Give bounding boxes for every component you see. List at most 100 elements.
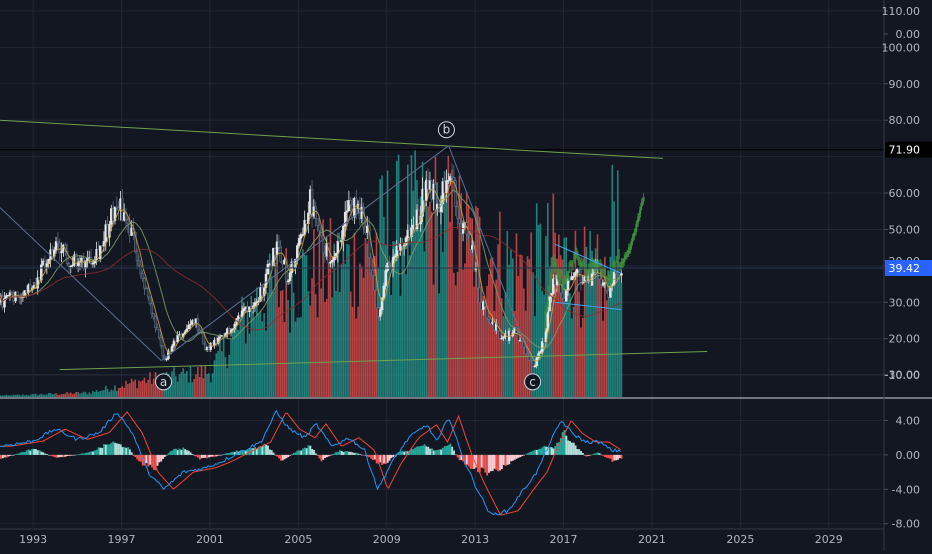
volume-bar: [176, 381, 179, 397]
volume-bar: [92, 391, 94, 397]
volume-bar: [607, 270, 610, 397]
macd-histogram-bar: [403, 451, 406, 455]
macd-histogram-bar: [320, 454, 323, 462]
macd-histogram-bar: [421, 445, 424, 455]
candle-body: [143, 278, 146, 289]
macd-histogram-bar: [453, 450, 455, 455]
macd-histogram-bar: [5, 454, 8, 458]
time-axis-label: 2025: [726, 533, 754, 546]
volume-bar: [403, 243, 405, 397]
projection-candle: [552, 254, 555, 266]
volume-bar: [462, 269, 464, 397]
candle-body: [157, 329, 161, 338]
macd-histogram-bar: [618, 454, 621, 459]
projection-candle: [596, 258, 598, 269]
candle-body: [91, 262, 95, 265]
price-axis-label: 50.00: [889, 223, 921, 236]
projection-candle: [561, 269, 563, 277]
macd-histogram-bar: [583, 454, 586, 456]
macd-histogram-bar: [255, 448, 258, 455]
macd-histogram-bar: [488, 454, 490, 473]
projection-candle: [576, 250, 579, 261]
projection-candle: [638, 216, 640, 218]
projection-candle: [578, 256, 581, 267]
macd-histogram-bar: [51, 454, 54, 457]
volume-bar: [171, 371, 173, 397]
macd-histogram-bar: [292, 452, 295, 455]
macd-histogram-bar: [93, 450, 96, 455]
macd-histogram-bar: [366, 454, 369, 457]
volume-bar: [576, 271, 579, 397]
projection-candle: [623, 257, 626, 263]
macd-histogram-bar: [451, 446, 454, 455]
candle-body: [316, 218, 319, 226]
macd-signal-line: [0, 411, 621, 516]
macd-histogram-bar: [265, 444, 268, 455]
macd-histogram-bar: [29, 450, 32, 455]
wave-label-a: a: [155, 373, 173, 391]
macd-histogram-bar: [346, 451, 349, 455]
macd-histogram-bar: [60, 454, 63, 457]
volume-bar: [366, 243, 369, 397]
macd-histogram-bar: [232, 451, 234, 455]
volume-bar: [453, 272, 455, 397]
projection-candle: [622, 262, 625, 265]
volume-bar: [193, 378, 195, 397]
macd-histogram-bar: [211, 454, 214, 457]
macd-histogram-bar: [116, 443, 118, 455]
candle-body: [113, 206, 117, 221]
volume-bar: [110, 389, 113, 397]
volume-bar: [44, 394, 46, 397]
macd-histogram-bar: [138, 454, 141, 462]
macd-histogram-bar: [569, 441, 571, 455]
macd-histogram-bar: [554, 445, 557, 455]
volume-bar: [213, 360, 216, 397]
candle-body: [6, 294, 10, 297]
volume-bar: [458, 175, 461, 397]
macd-histogram-bar: [600, 454, 603, 456]
macd-histogram-bar: [108, 444, 111, 455]
macd-histogram-bar: [454, 454, 457, 456]
volume-bar: [587, 270, 590, 397]
candle-body: [172, 340, 176, 347]
candle-body: [314, 206, 317, 219]
volume-bar: [482, 296, 485, 397]
volume-bar: [290, 271, 293, 397]
macd-histogram-bar: [127, 447, 129, 455]
volume-bar: [397, 154, 400, 397]
candle-body: [579, 269, 583, 283]
projection-candle: [546, 302, 549, 313]
volume-bar: [23, 395, 26, 397]
macd-histogram-bar: [134, 454, 137, 458]
macd-histogram-bar: [143, 454, 146, 466]
candle-body: [288, 272, 292, 282]
volume-bar: [314, 294, 317, 397]
time-axis-label: 1997: [108, 533, 136, 546]
macd-histogram-bar: [268, 449, 271, 455]
volume-bar: [475, 206, 477, 397]
volume-bar: [427, 206, 429, 397]
macd-histogram-bar: [147, 454, 150, 467]
volume-bar: [233, 324, 236, 397]
macd-histogram-bar: [574, 445, 577, 455]
volume-bar: [119, 387, 122, 397]
candle-body: [36, 277, 39, 289]
macd-histogram-bar: [77, 454, 80, 456]
candle-body: [65, 251, 69, 264]
macd-histogram-bar: [596, 452, 599, 455]
volume-bar: [276, 263, 278, 397]
volume-bar: [425, 178, 428, 397]
candle-body: [187, 325, 190, 330]
volume-bar: [539, 223, 542, 397]
volume-bar: [443, 171, 446, 397]
volume-bar: [324, 301, 326, 397]
volume-bar: [3, 395, 6, 397]
macd-histogram-bar: [71, 454, 74, 456]
macd-histogram-bar: [373, 454, 376, 460]
volume-bar: [5, 394, 8, 397]
volume-bar: [502, 316, 505, 397]
macd-histogram-bar: [241, 450, 244, 455]
macd-histogram-bar: [511, 454, 514, 461]
